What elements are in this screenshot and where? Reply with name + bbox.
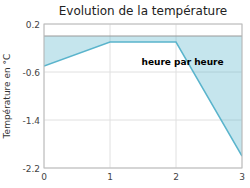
x-tick-label: 0 [41,172,47,182]
area [44,36,242,156]
plot-area [44,36,242,156]
chart-container: Evolution de la température Température e… [0,0,250,188]
title: Evolution de la température [59,4,228,18]
y-grid-line [44,120,242,121]
zero-line [44,36,242,37]
y-tick-label: -1.4 [22,116,40,126]
y-tick-label: -2.2 [22,164,40,174]
y-tick-label: -0.6 [22,68,40,78]
x-tick-label: 2 [173,172,179,182]
line [44,42,242,156]
x-tick-label: 3 [239,172,245,182]
grid [44,24,242,168]
x-grid-line [110,24,111,168]
annotation: heure par heure [142,57,224,67]
chart-svg: Evolution de la température Température e… [0,0,250,188]
plot-frame [44,24,242,168]
x-grid-line [176,24,177,168]
y-axis-label: Température en °C [2,54,12,140]
x-tick-label: 1 [107,172,113,182]
y-tick-label: 0.2 [26,20,40,30]
